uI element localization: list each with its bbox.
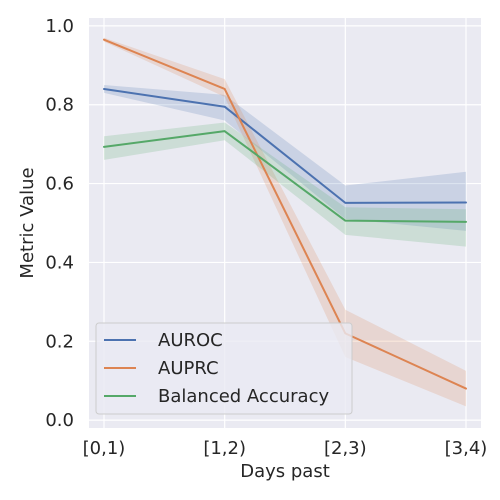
legend-label: AUROC [158,330,223,351]
series-line-auroc [103,87,467,204]
x-tick-label: [3,4) [445,438,488,459]
confidence-band-auprc [104,37,466,407]
y-tick-label: 0.4 [45,252,74,273]
y-tick-label: 0.2 [45,331,74,352]
legend: AUROC AUPRC Balanced Accuracy [95,322,353,415]
series-line-balanced-accuracy [103,130,467,223]
y-axis-label: Metric Value [17,167,38,278]
y-tick-label: 0.8 [45,95,74,116]
legend-label: AUPRC [158,358,219,379]
y-tick-label: 0.0 [45,410,74,431]
y-tick-labels: 0.0 0.2 0.4 0.6 0.8 1.0 [45,16,74,431]
series-lines [103,38,467,390]
x-axis-label: Days past [240,461,330,482]
y-tick-label: 1.0 [45,16,74,37]
y-tick-label: 0.6 [45,174,74,195]
x-tick-label: [2,3) [324,438,367,459]
x-tick-label: [1,2) [203,438,246,459]
series-line-auprc [103,38,467,390]
x-tick-labels: [0,1) [1,2) [2,3) [3,4) [83,438,488,459]
legend-box [95,322,353,415]
confidence-band-auroc [104,85,466,231]
x-tick-label: [0,1) [83,438,126,459]
confidence-band-balanced-accuracy [104,122,466,247]
legend-label: Balanced Accuracy [158,386,329,407]
confidence-bands [104,37,466,407]
